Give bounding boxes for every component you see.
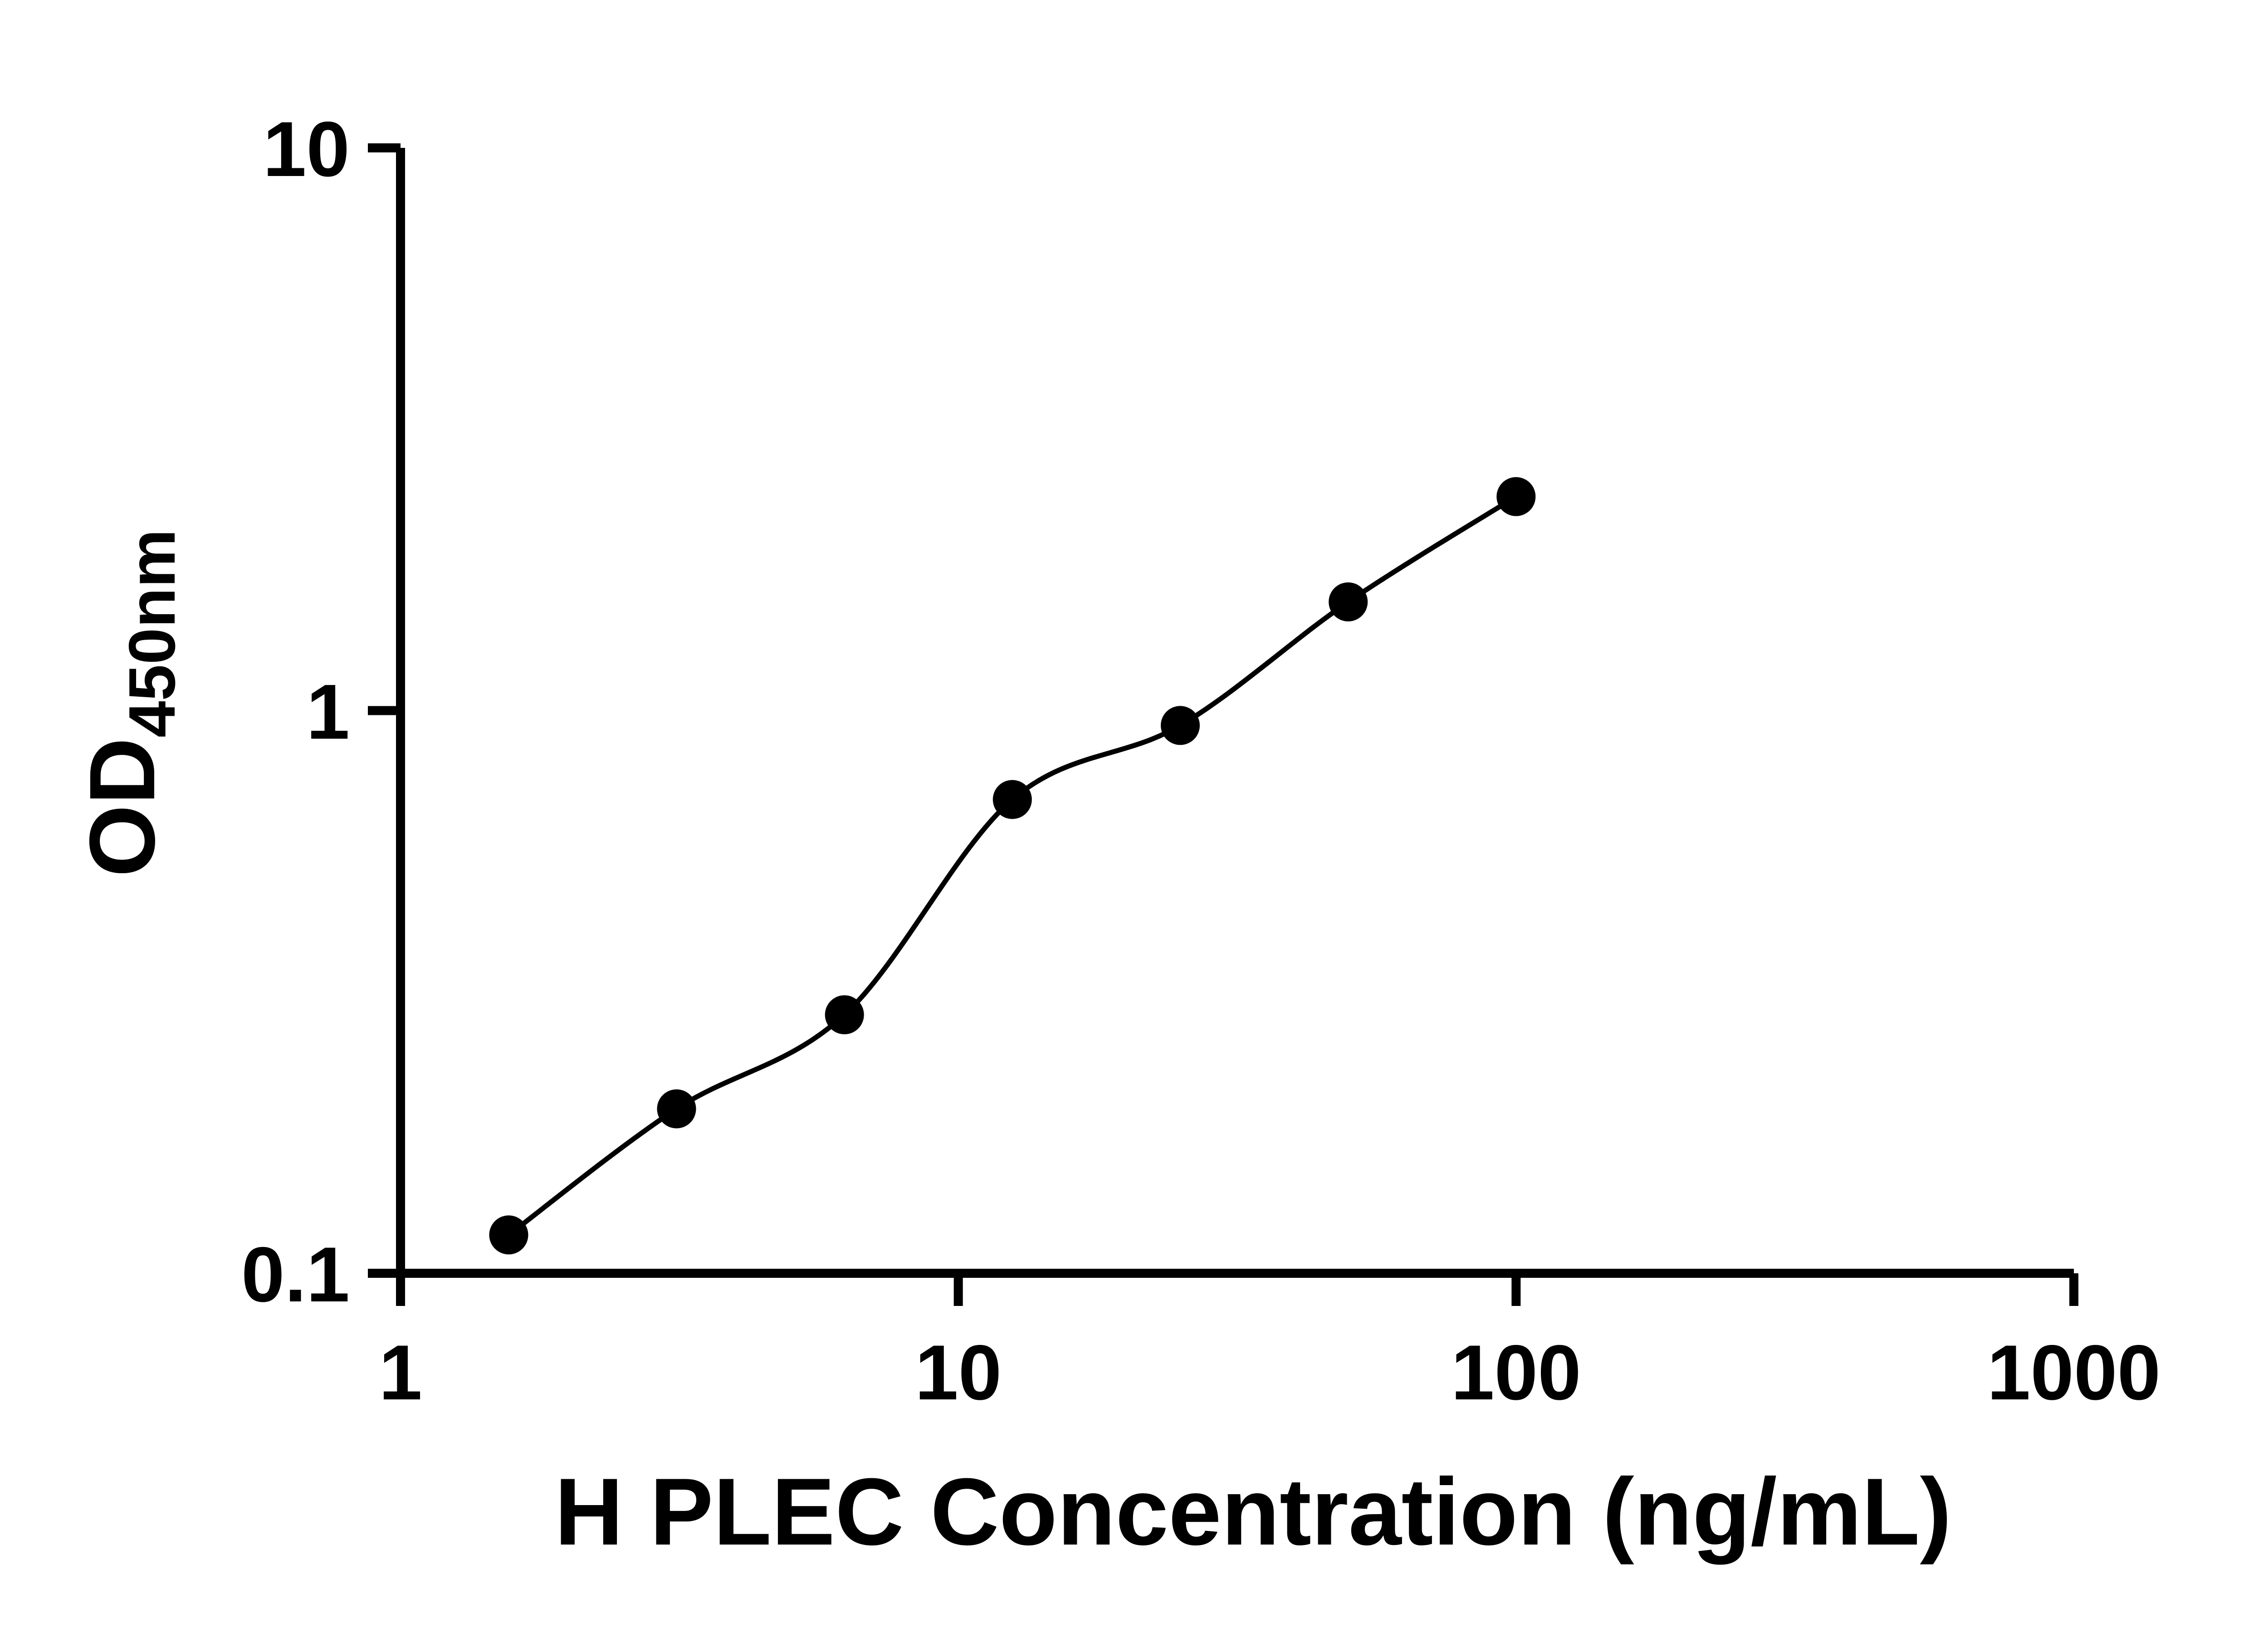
data-point bbox=[489, 1215, 528, 1255]
x-axis-title: H PLEC Concentration (ng/mL) bbox=[555, 1458, 1952, 1565]
x-axis-tick-label: 10 bbox=[915, 1329, 1002, 1416]
data-point bbox=[1329, 582, 1368, 621]
y-axis-tick-label: 10 bbox=[263, 106, 350, 193]
x-axis-tick-label: 1000 bbox=[1987, 1329, 2161, 1416]
data-point bbox=[1161, 706, 1200, 745]
data-point bbox=[1496, 477, 1536, 516]
y-axis-title: OD450nm bbox=[70, 529, 189, 877]
x-axis-tick-label: 1 bbox=[379, 1329, 422, 1416]
data-point bbox=[657, 1089, 696, 1129]
data-point bbox=[825, 995, 864, 1035]
axes-spine bbox=[396, 148, 2074, 1278]
y-axis-tick-label: 1 bbox=[306, 669, 350, 756]
x-axis-tick-label: 100 bbox=[1451, 1329, 1581, 1416]
data-point bbox=[992, 780, 1032, 819]
y-axis-tick-label: 0.1 bbox=[241, 1231, 350, 1318]
